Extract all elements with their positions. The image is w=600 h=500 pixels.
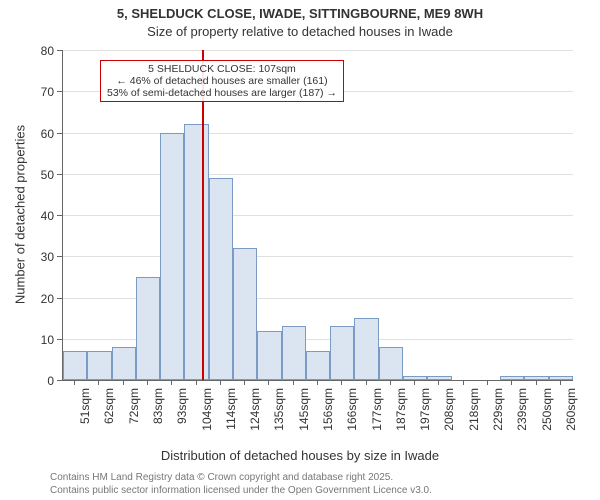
gridline [63, 215, 573, 216]
xtick-mark [414, 380, 415, 385]
gridline [63, 133, 573, 134]
xtick-label: 156sqm [321, 388, 335, 448]
gridline [63, 174, 573, 175]
xtick-mark [220, 380, 221, 385]
histogram-bar [136, 277, 160, 380]
xtick-mark [487, 380, 488, 385]
xtick-mark [293, 380, 294, 385]
gridline [63, 256, 573, 257]
histogram-bar [257, 331, 281, 381]
x-axis-label: Distribution of detached houses by size … [0, 448, 600, 463]
xtick-label: 124sqm [248, 388, 262, 448]
xtick-mark [536, 380, 537, 385]
ytick-mark [57, 215, 62, 216]
ytick-mark [57, 380, 62, 381]
xtick-label: 187sqm [394, 388, 408, 448]
histogram-bar [379, 347, 403, 380]
xtick-label: 104sqm [200, 388, 214, 448]
histogram-bar [330, 326, 354, 380]
ytick-label: 80 [0, 44, 54, 58]
footer-line2: Contains public sector information licen… [50, 485, 432, 496]
xtick-label: 197sqm [418, 388, 432, 448]
histogram-bar [282, 326, 306, 380]
ytick-label: 20 [0, 292, 54, 306]
histogram-bar [524, 376, 548, 380]
xtick-mark [511, 380, 512, 385]
annotation-line2: ← 46% of detached houses are smaller (16… [107, 75, 337, 87]
footer-line1: Contains HM Land Registry data © Crown c… [50, 472, 393, 483]
xtick-label: 250sqm [540, 388, 554, 448]
xtick-label: 166sqm [345, 388, 359, 448]
xtick-mark [171, 380, 172, 385]
xtick-mark [366, 380, 367, 385]
ytick-mark [57, 50, 62, 51]
histogram-bar [500, 376, 524, 380]
annotation-line3: 53% of semi-detached houses are larger (… [107, 87, 337, 99]
xtick-mark [74, 380, 75, 385]
annotation-line1: 5 SHELDUCK CLOSE: 107sqm [107, 63, 337, 75]
xtick-label: 229sqm [491, 388, 505, 448]
xtick-mark [147, 380, 148, 385]
xtick-label: 83sqm [151, 388, 165, 448]
xtick-label: 218sqm [467, 388, 481, 448]
xtick-label: 51sqm [78, 388, 92, 448]
xtick-label: 239sqm [515, 388, 529, 448]
xtick-mark [196, 380, 197, 385]
histogram-bar [160, 133, 184, 381]
xtick-label: 72sqm [127, 388, 141, 448]
xtick-label: 177sqm [370, 388, 384, 448]
histogram-bar [209, 178, 233, 380]
xtick-label: 208sqm [442, 388, 456, 448]
chart-subtitle: Size of property relative to detached ho… [0, 24, 600, 39]
histogram-bar [112, 347, 136, 380]
ytick-label: 60 [0, 127, 54, 141]
xtick-mark [341, 380, 342, 385]
xtick-mark [98, 380, 99, 385]
reference-annotation: 5 SHELDUCK CLOSE: 107sqm ← 46% of detach… [100, 60, 344, 102]
ytick-label: 0 [0, 374, 54, 388]
xtick-mark [438, 380, 439, 385]
xtick-mark [390, 380, 391, 385]
ytick-label: 30 [0, 250, 54, 264]
ytick-label: 50 [0, 168, 54, 182]
chart-container: 5, SHELDUCK CLOSE, IWADE, SITTINGBOURNE,… [0, 0, 600, 500]
histogram-bar [549, 376, 573, 380]
xtick-label: 93sqm [175, 388, 189, 448]
ytick-mark [57, 339, 62, 340]
histogram-bar [427, 376, 451, 380]
histogram-bar [63, 351, 87, 380]
ytick-label: 70 [0, 85, 54, 99]
xtick-mark [463, 380, 464, 385]
xtick-mark [560, 380, 561, 385]
xtick-mark [317, 380, 318, 385]
xtick-label: 260sqm [564, 388, 578, 448]
histogram-bar [403, 376, 427, 380]
xtick-label: 145sqm [297, 388, 311, 448]
ytick-mark [57, 133, 62, 134]
xtick-label: 135sqm [272, 388, 286, 448]
xtick-mark [244, 380, 245, 385]
histogram-bar [233, 248, 257, 380]
histogram-bar [184, 124, 208, 380]
histogram-bar [354, 318, 378, 380]
ytick-mark [57, 298, 62, 299]
ytick-label: 10 [0, 333, 54, 347]
xtick-label: 114sqm [224, 388, 238, 448]
ytick-mark [57, 174, 62, 175]
xtick-mark [123, 380, 124, 385]
xtick-mark [268, 380, 269, 385]
chart-title: 5, SHELDUCK CLOSE, IWADE, SITTINGBOURNE,… [0, 6, 600, 21]
xtick-label: 62sqm [102, 388, 116, 448]
ytick-mark [57, 91, 62, 92]
gridline [63, 50, 573, 51]
ytick-mark [57, 256, 62, 257]
ytick-label: 40 [0, 209, 54, 223]
histogram-bar [306, 351, 330, 380]
histogram-bar [87, 351, 111, 380]
